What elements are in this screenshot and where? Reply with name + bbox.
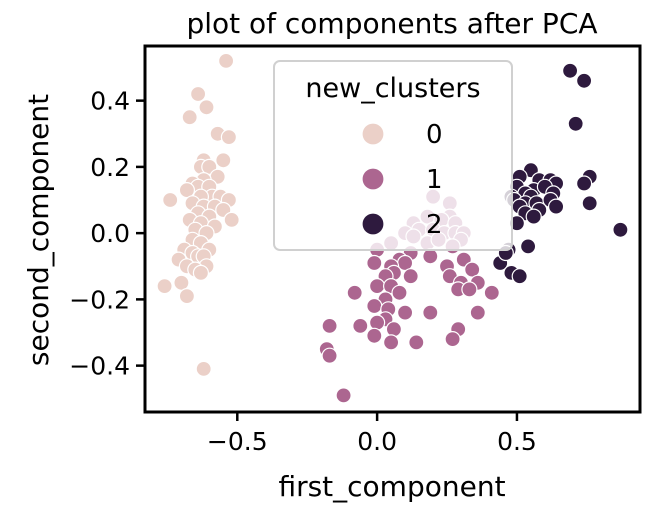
legend-label-0: 0 bbox=[426, 120, 443, 150]
scatter-point-cluster-0-46 bbox=[156, 278, 173, 295]
scatter-point-cluster-2-30 bbox=[519, 238, 537, 255]
scatter-point-cluster-1-47 bbox=[469, 304, 486, 321]
scatter-point-cluster-2-21 bbox=[581, 195, 598, 212]
scatter-point-cluster-1-35 bbox=[369, 278, 386, 295]
y-tick-label-0: −0.4 bbox=[69, 352, 130, 381]
scatter-point-cluster-0-5 bbox=[220, 129, 237, 146]
scatter-point-cluster-2-2 bbox=[567, 115, 584, 132]
scatter-point-cluster-1-31 bbox=[402, 268, 419, 285]
scatter-point-cluster-1-51 bbox=[352, 317, 369, 334]
scatter-point-cluster-2-24 bbox=[547, 198, 565, 215]
scatter-point-cluster-1-60 bbox=[335, 387, 352, 404]
scatter-point-cluster-0-0 bbox=[218, 52, 235, 70]
scatter-point-cluster-1-39 bbox=[483, 284, 500, 301]
scatter-point-cluster-0-2 bbox=[198, 99, 215, 116]
chart-title: plot of components after PCA bbox=[186, 7, 597, 40]
y-tick-label-2: 0.0 bbox=[90, 219, 130, 248]
legend: new_clusters 0 1 2 bbox=[273, 60, 513, 251]
scatter-point-cluster-1-24 bbox=[366, 254, 383, 272]
scatter-point-cluster-1-49 bbox=[369, 314, 386, 331]
scatter-point-cluster-1-50 bbox=[321, 317, 338, 334]
scatter-point-cluster-2-28 bbox=[612, 221, 629, 238]
scatter-point-cluster-2-26 bbox=[525, 208, 542, 225]
scatter-point-cluster-1-52 bbox=[385, 321, 402, 338]
scatter-point-cluster-0-47 bbox=[178, 288, 195, 305]
plot-frame bbox=[143, 44, 642, 414]
legend-marker-1 bbox=[361, 167, 385, 191]
scatter-point-cluster-1-57 bbox=[408, 334, 425, 351]
scatter-point-cluster-1-45 bbox=[397, 304, 414, 321]
legend-box bbox=[273, 60, 513, 251]
scatter-point-cluster-0-44 bbox=[192, 264, 209, 281]
scatter-point-cluster-1-56 bbox=[383, 334, 400, 351]
scatter-point-cluster-1-59 bbox=[321, 347, 338, 364]
scatter-point-cluster-2-9 bbox=[575, 175, 593, 192]
scatter-point-cluster-0-1 bbox=[190, 85, 207, 103]
scatter-point-cluster-1-38 bbox=[461, 281, 478, 298]
ticks-layer: −0.5 0.0 0.5 −0.4 −0.2 0.0 0.2 0.4 bbox=[69, 87, 537, 456]
y-tick-label-3: 0.2 bbox=[90, 153, 130, 182]
scatter-point-cluster-0-3 bbox=[181, 109, 198, 126]
scatter-point-cluster-0-7 bbox=[215, 152, 232, 169]
scatter-point-cluster-1-43 bbox=[366, 297, 383, 315]
legend-marker-0 bbox=[361, 122, 385, 146]
legend-label-2: 2 bbox=[426, 210, 443, 240]
scatter-point-cluster-0-28 bbox=[223, 211, 240, 228]
scatter-point-cluster-2-33 bbox=[511, 268, 528, 285]
scatter-point-cluster-1-40 bbox=[391, 284, 408, 301]
scatter-point-cluster-1-46 bbox=[422, 304, 439, 321]
legend-entries: 0 1 2 bbox=[361, 120, 443, 240]
x-axis-label: first_component bbox=[278, 470, 505, 503]
x-tick-label-1: 0.0 bbox=[357, 427, 397, 456]
legend-marker-2 bbox=[361, 212, 385, 236]
x-tick-label-0: −0.5 bbox=[207, 427, 268, 456]
y-tick-label-1: −0.2 bbox=[69, 285, 130, 314]
y-axis-label: second_component bbox=[22, 94, 55, 366]
legend-label-1: 1 bbox=[426, 165, 443, 195]
scatter-point-cluster-2-1 bbox=[575, 72, 593, 89]
scatter-point-cluster-1-54 bbox=[366, 327, 383, 344]
x-tick-label-2: 0.5 bbox=[497, 427, 537, 456]
scatter-point-cluster-1-55 bbox=[444, 331, 461, 348]
scatter-point-cluster-0-20 bbox=[162, 191, 179, 209]
legend-title: new_clusters bbox=[305, 73, 480, 104]
scatter-point-cluster-2-0 bbox=[561, 62, 579, 79]
scatter-point-cluster-1-21 bbox=[422, 248, 439, 265]
scatter-point-cluster-1-41 bbox=[346, 284, 363, 301]
scatter-point-cluster-0-48 bbox=[195, 360, 212, 377]
y-tick-label-4: 0.4 bbox=[90, 87, 130, 116]
